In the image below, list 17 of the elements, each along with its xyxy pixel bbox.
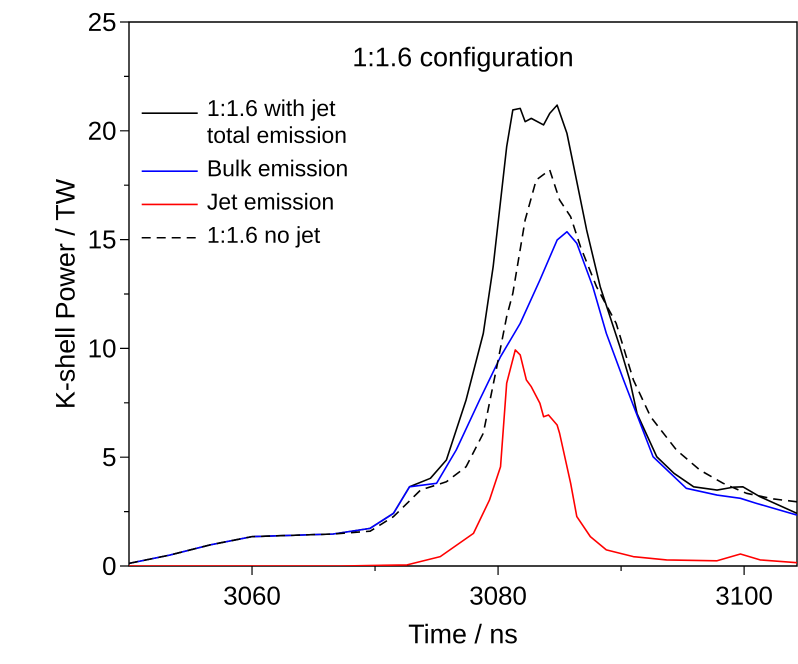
x-tick-label: 3080 xyxy=(470,586,526,605)
y-tick-label: 15 xyxy=(90,230,116,249)
legend-label: 1:1.6 no jet xyxy=(208,226,320,248)
x-axis-title: Time / ns xyxy=(408,624,517,644)
y-tick-label: 20 xyxy=(88,122,116,140)
legend-label: Bulk emission xyxy=(208,160,347,176)
legend-label: Jet emission xyxy=(207,192,333,210)
y-tick-label: 10 xyxy=(90,339,116,358)
y-axis-title: K-shell Power / TW xyxy=(55,179,75,407)
x-tick-label: 3060 xyxy=(224,586,280,605)
y-tick-label: 25 xyxy=(88,12,116,32)
legend-label: 1:1.6 with jet total emission xyxy=(207,99,346,144)
text: 1:1.6 configuration xyxy=(354,46,572,72)
y-tick-label: 5 xyxy=(103,448,116,466)
x-tick-label: 3100 xyxy=(716,586,772,605)
y-tick-label: 0 xyxy=(103,556,116,576)
line-series xyxy=(129,349,798,566)
